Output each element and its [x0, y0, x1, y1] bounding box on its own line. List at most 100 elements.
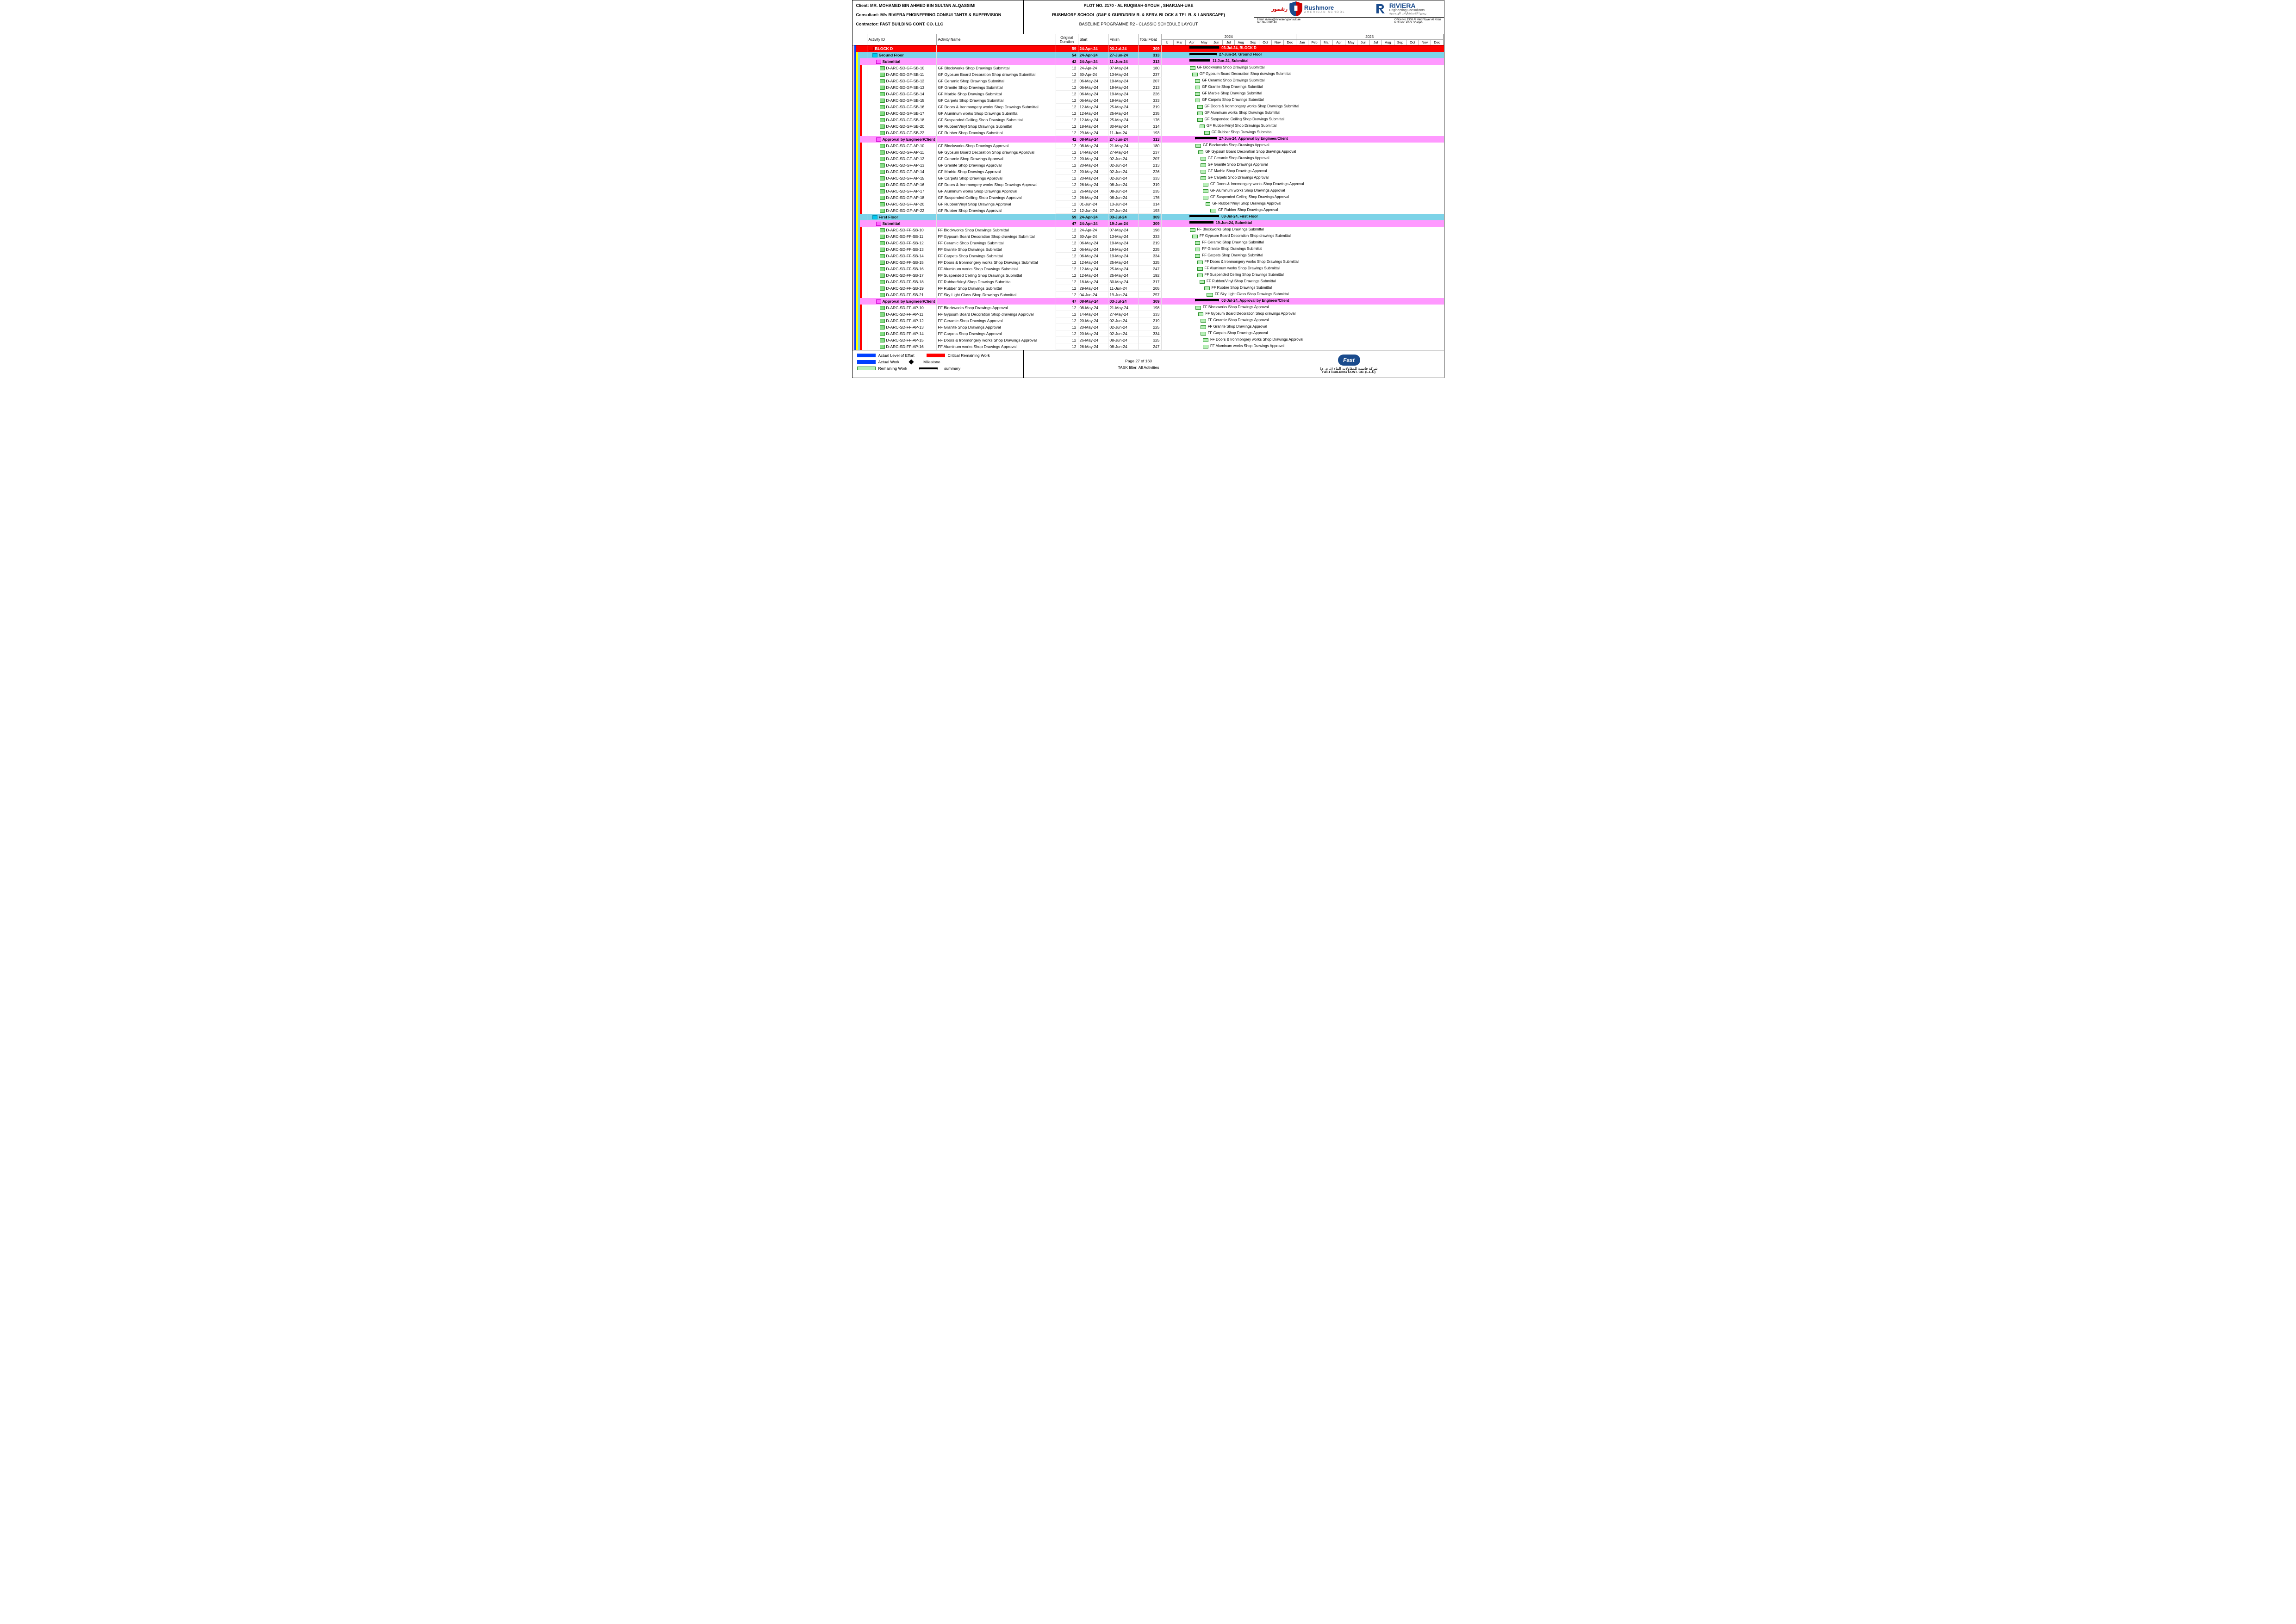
stripe-cell: [852, 317, 867, 324]
table-row: D-ARC-SD-GF-AP-22GF Rubber Shop Drawings…: [852, 207, 1444, 214]
gantt-cell: FF Granite Shop Drawings Submittal: [1162, 246, 1444, 253]
table-row: D-ARC-SD-FF-SB-11FF Gypsum Board Decorat…: [852, 233, 1444, 240]
finish-cell: 13-Jun-24: [1108, 201, 1139, 207]
duration-cell: 12: [1056, 292, 1078, 298]
month-cell: Aug: [1382, 40, 1394, 45]
bar-label: 27-Jun-24, Ground Floor: [1219, 52, 1262, 56]
activity-id: D-ARC-SD-GF-AP-18: [886, 195, 925, 200]
finish-cell: 25-May-24: [1108, 104, 1139, 110]
legend-swatch-remaining: [857, 367, 876, 370]
table-row: D-ARC-SD-GF-AP-20GF Rubber/Vinyl Shop Dr…: [852, 201, 1444, 207]
task-filter: TASK filter: All Activities: [1028, 365, 1249, 370]
float-cell: 313: [1139, 52, 1162, 58]
activity-name-cell: GF Blockworks Shop Drawings Approval: [937, 143, 1056, 149]
legend-swatch-actual: [857, 360, 876, 364]
activity-id: D-ARC-SD-GF-SB-17: [886, 111, 925, 116]
legend: Actual Level of Effort Critical Remainin…: [852, 350, 1024, 378]
table-row: D-ARC-SD-FF-AP-16FF Aluminum works Shop …: [852, 343, 1444, 350]
task-bar: [1203, 338, 1208, 342]
row-icon: [880, 176, 885, 180]
start-cell: 24-Apr-24: [1078, 227, 1108, 233]
task-bar: [1195, 248, 1201, 251]
task-bar: [1201, 332, 1206, 336]
finish-cell: 08-Jun-24: [1108, 343, 1139, 350]
activity-id: D-ARC-SD-FF-SB-10: [886, 228, 924, 232]
gantt-cell: FF Gypsum Board Decoration Shop drawings…: [1162, 311, 1444, 317]
month-cell: Feb: [1308, 40, 1320, 45]
activity-id: D-ARC-SD-FF-AP-12: [886, 318, 924, 323]
stripe-cell: [852, 272, 867, 279]
gantt-cell: GF Suspended Ceiling Shop Drawings Submi…: [1162, 117, 1444, 123]
bar-label: GF Granite Shop Drawings Approval: [1208, 162, 1268, 167]
header-right: رشمور RushmoreAMERICAN SCHOOL RIVIERAEng…: [1254, 0, 1444, 34]
start-cell: 20-May-24: [1078, 156, 1108, 162]
table-row: D-ARC-SD-GF-SB-12GF Ceramic Shop Drawing…: [852, 78, 1444, 84]
activity-id: Submittal: [883, 221, 901, 226]
gantt-cell: FF Suspended Ceiling Shop Drawings Submi…: [1162, 272, 1444, 279]
footer-right: Fast شركة فاست للمقاولات البناء (ذ. م. م…: [1254, 350, 1444, 378]
task-bar: [1190, 228, 1195, 232]
bar-label: GF Rubber Shop Drawings Approval: [1218, 208, 1278, 212]
consultant-label: Consultant: M/s RIVIERA ENGINEERING CONS…: [856, 12, 1020, 17]
finish-cell: 25-May-24: [1108, 266, 1139, 272]
duration-cell: 12: [1056, 207, 1078, 214]
float-cell: 309: [1139, 45, 1162, 52]
activity-id: D-ARC-SD-GF-SB-13: [886, 85, 925, 90]
gantt-cell: GF Marble Shop Drawings Submittal: [1162, 91, 1444, 97]
table-row: D-ARC-SD-FF-AP-12FF Ceramic Shop Drawing…: [852, 317, 1444, 324]
task-bar: [1210, 209, 1216, 212]
activity-id: D-ARC-SD-GF-AP-20: [886, 202, 925, 206]
duration-cell: 12: [1056, 97, 1078, 104]
month-cell: May: [1198, 40, 1210, 45]
summary-bar: [1190, 53, 1216, 55]
table-row: D-ARC-SD-FF-AP-15FF Doors & Ironmongery …: [852, 337, 1444, 343]
gantt-cell: 11-Jun-24, Submittal: [1162, 58, 1444, 65]
duration-cell: 59: [1056, 45, 1078, 52]
month-cell: Nov: [1272, 40, 1284, 45]
stripe-cell: [852, 343, 867, 350]
activity-id: D-ARC-SD-GF-AP-15: [886, 176, 925, 180]
duration-cell: 12: [1056, 117, 1078, 123]
year-cell: 2024: [1162, 34, 1296, 39]
task-bar: [1195, 254, 1201, 258]
activity-id-cell: D-ARC-SD-FF-SB-16: [867, 266, 937, 272]
finish-cell: 19-Jun-24: [1108, 292, 1139, 298]
float-cell: 219: [1139, 317, 1162, 324]
gantt-cell: GF Rubber/Vinyl Shop Drawings Submittal: [1162, 123, 1444, 130]
riviera-name: RIVIERA: [1389, 2, 1416, 9]
float-cell: 325: [1139, 337, 1162, 343]
finish-cell: 27-Jun-24: [1108, 136, 1139, 143]
bar-label: GF Ceramic Shop Drawings Approval: [1208, 156, 1269, 160]
task-bar: [1195, 306, 1201, 310]
start-cell: 06-May-24: [1078, 246, 1108, 253]
stripe-cell: [852, 104, 867, 110]
legend-swatch-critical: [927, 354, 945, 357]
float-cell: 309: [1139, 214, 1162, 220]
bar-label: FF Gypsum Board Decoration Shop drawings…: [1205, 311, 1295, 316]
activity-id-cell: Approval by Engineer/Client: [867, 136, 937, 143]
finish-cell: 02-Jun-24: [1108, 317, 1139, 324]
bar-label: GF Carpets Shop Drawings Approval: [1208, 175, 1269, 180]
finish-cell: 27-Jun-24: [1108, 207, 1139, 214]
activity-name-cell: FF Doors & Ironmongery works Shop Drawin…: [937, 337, 1056, 343]
duration-cell: 47: [1056, 220, 1078, 227]
row-icon: [869, 47, 874, 51]
bar-label: FF Aluminum works Shop Drawings Submitta…: [1205, 266, 1280, 270]
table-row: D-ARC-SD-GF-SB-10GF Blockworks Shop Draw…: [852, 65, 1444, 71]
activity-name-cell: [937, 52, 1056, 58]
stripe-cell: [852, 78, 867, 84]
duration-cell: 12: [1056, 194, 1078, 201]
gantt-cell: GF Rubber Shop Drawings Approval: [1162, 207, 1444, 214]
start-cell: 20-May-24: [1078, 162, 1108, 168]
row-icon: [880, 189, 885, 193]
legend-milestone: Milestone: [923, 360, 940, 364]
float-cell: 235: [1139, 188, 1162, 194]
float-cell: 198: [1139, 305, 1162, 311]
activity-id-cell: D-ARC-SD-FF-AP-15: [867, 337, 937, 343]
start-cell: 20-May-24: [1078, 168, 1108, 175]
table-row: D-ARC-SD-GF-SB-13GF Granite Shop Drawing…: [852, 84, 1444, 91]
activity-name-cell: GF Suspended Ceiling Shop Drawings Appro…: [937, 194, 1056, 201]
activity-id: D-ARC-SD-FF-SB-11: [886, 234, 924, 239]
start-cell: 06-May-24: [1078, 84, 1108, 91]
duration-cell: 12: [1056, 156, 1078, 162]
